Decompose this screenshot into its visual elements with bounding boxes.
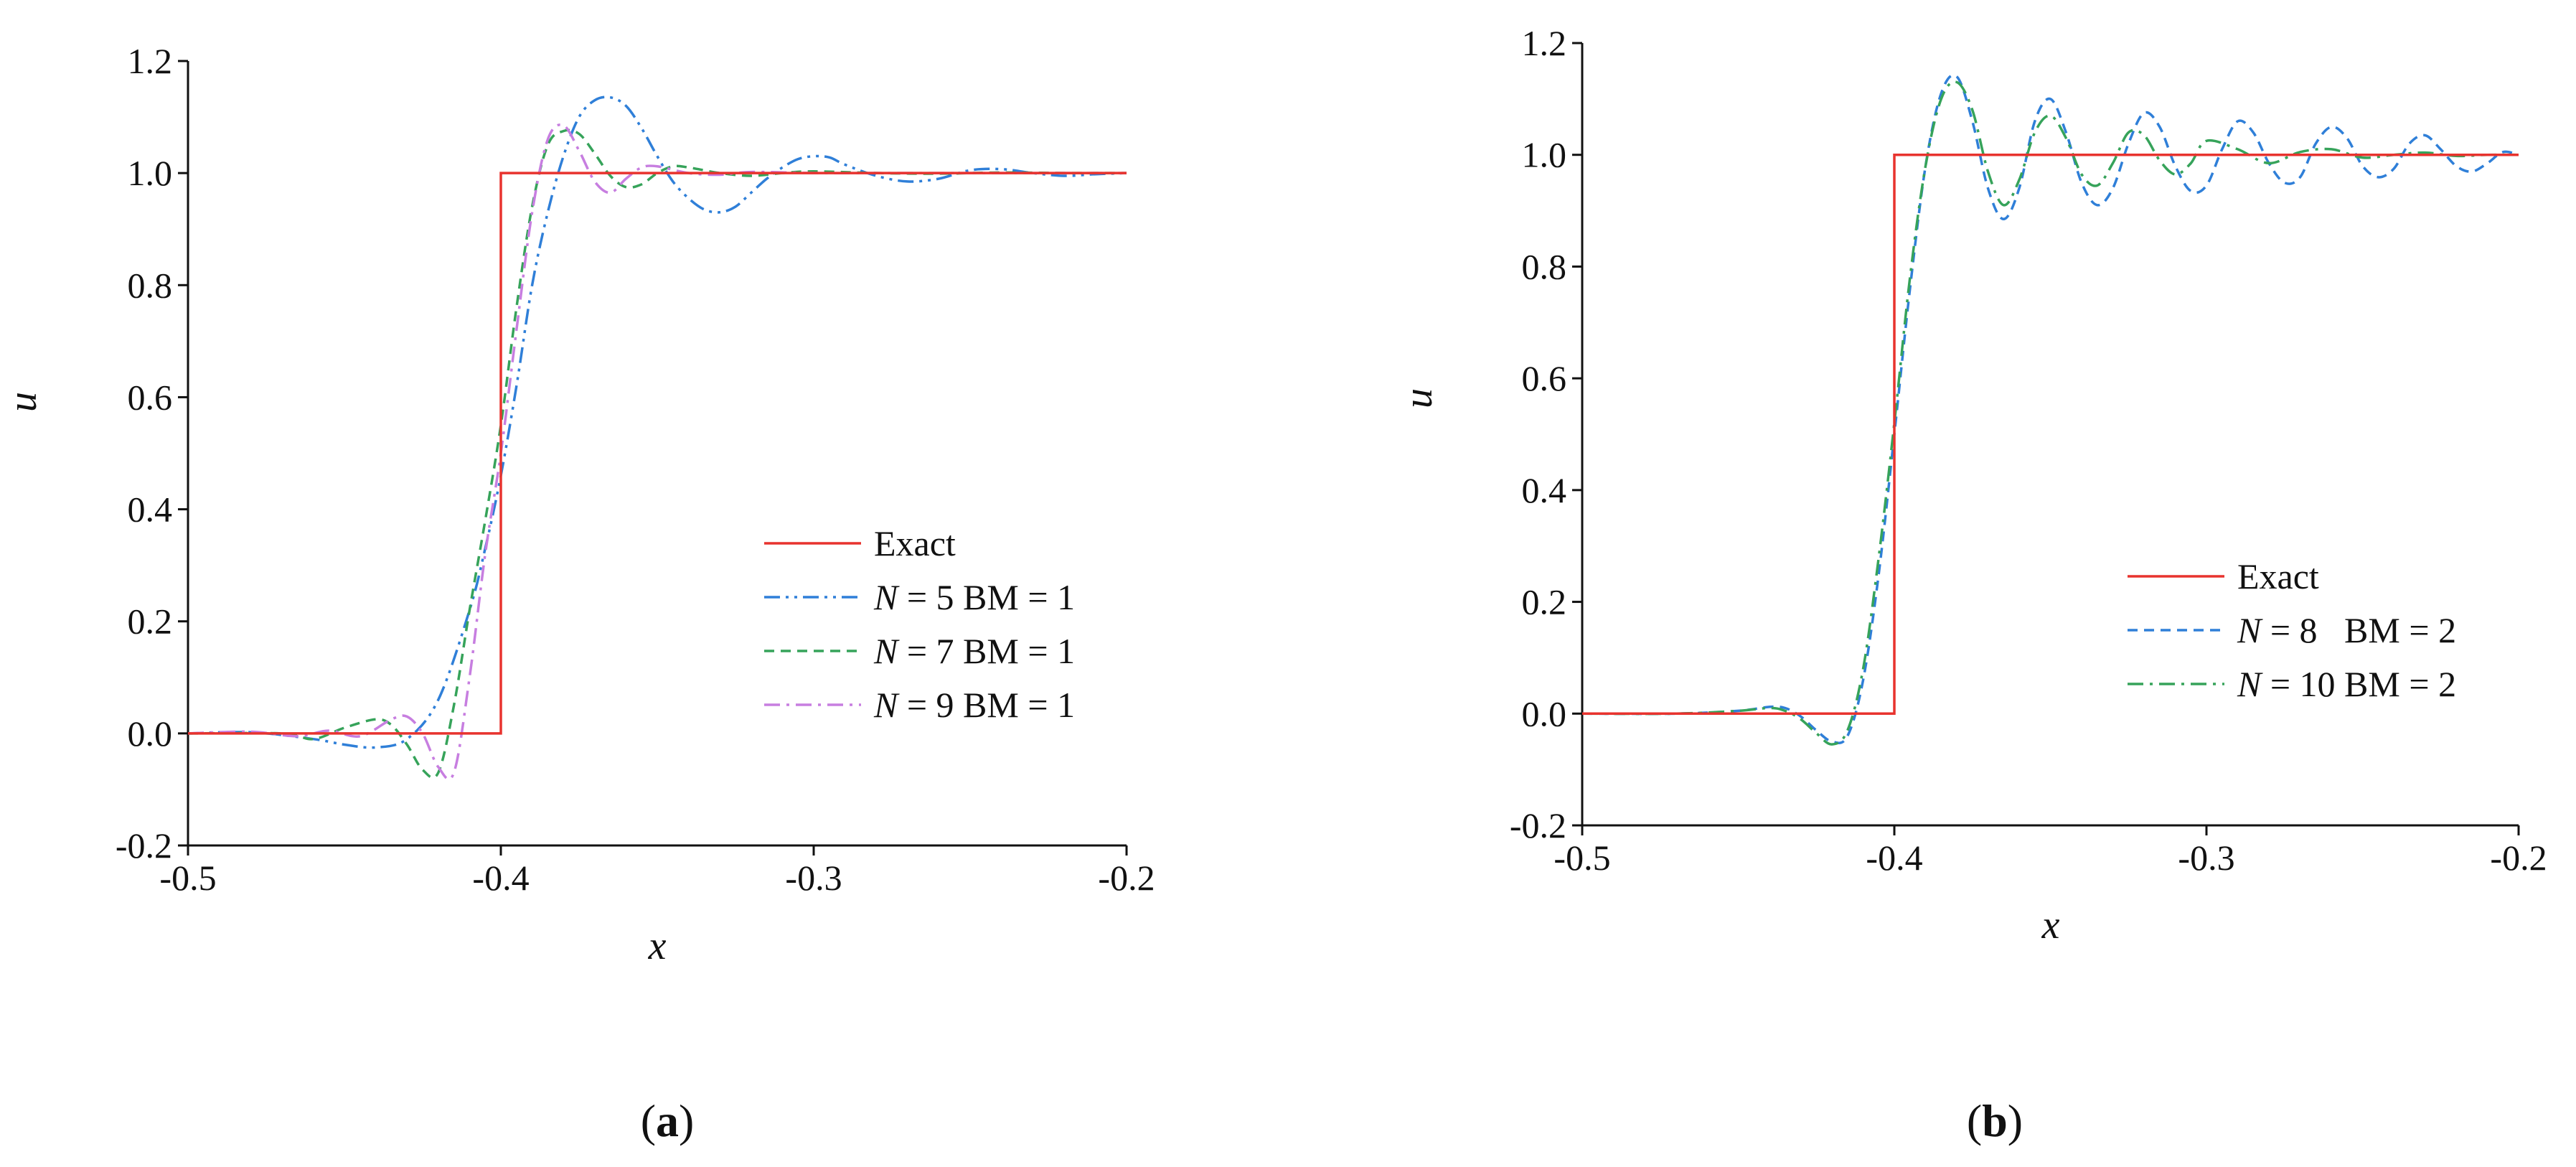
y-tick-label: 1.2 <box>128 41 173 81</box>
x-tick-label: -0.2 <box>2490 838 2547 878</box>
legend-entry: N = 10 BM = 2 <box>2237 664 2456 704</box>
series-line-2 <box>188 128 1127 779</box>
chart-panel-a: -0.2 0.0 0.2 0.4 0.6 0.8 1.0 1.2 -0.5 -0.4 -0.3 -0.… <box>1 41 1155 1146</box>
y-tick-label: 0.6 <box>1522 358 1567 398</box>
y-tick-label: 0.0 <box>1522 693 1567 734</box>
y-tick-label: 1.0 <box>1522 135 1567 175</box>
x-tick-label: -0.4 <box>1866 838 1922 878</box>
y-tick-label: 0.0 <box>128 713 173 754</box>
y-tick-label: 0.2 <box>1522 582 1567 622</box>
legend-entry: Exact <box>2237 556 2319 596</box>
legend-entry: Exact <box>874 523 956 563</box>
legend-entry: N = 9 BM = 1 <box>873 685 1075 725</box>
series-line-0 <box>188 172 1127 735</box>
x-tick-label: -0.2 <box>1098 858 1155 898</box>
y-tick-label: 0.4 <box>1522 470 1567 510</box>
legend: Exact N = 8 BM = 2 N = 10 BM = 2 <box>2128 556 2456 704</box>
series-line-3 <box>188 123 1127 781</box>
x-tick-label: -0.5 <box>159 858 216 898</box>
y-axis-label: u <box>1396 388 1441 408</box>
series-line-0 <box>1582 153 2519 716</box>
x-axis-label: x <box>2041 903 2060 947</box>
x-axis-label: x <box>648 924 667 968</box>
y-tick-label: 0.4 <box>128 489 173 530</box>
y-tick-label: 0.6 <box>128 377 173 417</box>
y-tick-label: -0.2 <box>116 825 172 866</box>
series-line-2 <box>1582 80 2519 746</box>
y-tick-label: 0.8 <box>128 265 173 305</box>
chart-panel-b: -0.2 0.0 0.2 0.4 0.6 0.8 1.0 1.2 -0.5 -0.4 -0.3 -0.… <box>1396 23 2547 1146</box>
x-tick-label: -0.3 <box>785 858 842 898</box>
y-tick-label: 0.8 <box>1522 246 1567 286</box>
y-tick-label: 1.0 <box>128 153 173 193</box>
x-tick-label: -0.3 <box>2178 838 2234 878</box>
panel-label: (b) <box>1967 1095 2023 1146</box>
legend-entry: N = 8 BM = 2 <box>2237 610 2456 650</box>
y-tick-label: -0.2 <box>1510 805 1566 845</box>
legend-entry: N = 7 BM = 1 <box>873 631 1075 671</box>
panel-label: (a) <box>641 1095 695 1146</box>
series-line-1 <box>188 95 1127 749</box>
x-tick-label: -0.4 <box>472 858 529 898</box>
y-tick-label: 1.2 <box>1522 23 1567 63</box>
y-axis-label: u <box>1 392 45 412</box>
y-tick-label: 0.2 <box>128 601 173 642</box>
legend-entry: N = 5 BM = 1 <box>873 577 1075 617</box>
legend: Exact N = 5 BM = 1 N = 7 BM = 1 N = 9 BM = … <box>764 523 1075 725</box>
x-tick-label: -0.5 <box>1553 838 1610 878</box>
